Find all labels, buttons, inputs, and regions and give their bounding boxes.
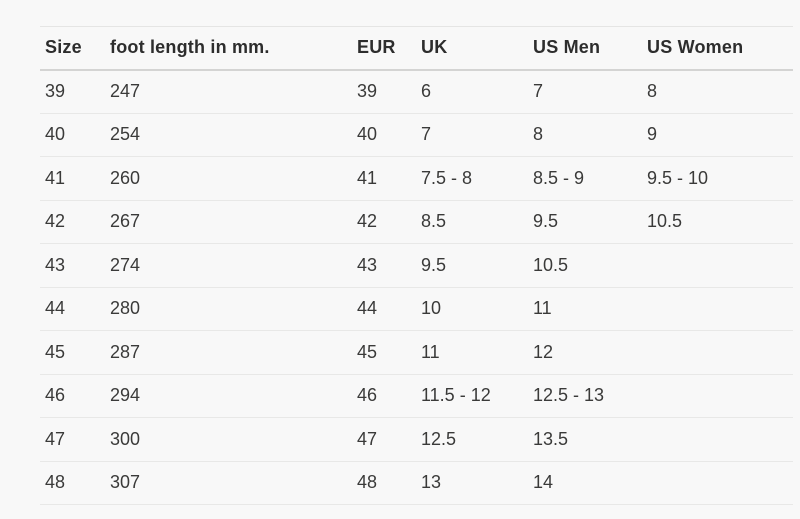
column-header-us-women: US Women xyxy=(642,26,793,71)
table-cell xyxy=(642,417,793,462)
table-cell: 247 xyxy=(105,69,352,114)
table-cell: 13.5 xyxy=(528,417,642,462)
table-cell: 44 xyxy=(40,287,105,331)
table-cell: 45 xyxy=(40,330,105,375)
table-cell: 42 xyxy=(352,200,416,244)
table-cell: 9.5 xyxy=(528,200,642,244)
column-header-size: Size xyxy=(40,26,105,71)
table-cell: 11 xyxy=(416,330,528,375)
table-cell: 46 xyxy=(352,374,416,418)
table-row: 39 247 39 6 7 8 xyxy=(40,69,793,114)
table-cell: 46 xyxy=(40,374,105,418)
table-cell: 260 xyxy=(105,156,352,201)
table-cell: 10.5 xyxy=(642,200,793,244)
table-cell: 42 xyxy=(40,200,105,244)
table-cell xyxy=(642,287,793,331)
column-header-uk: UK xyxy=(416,26,528,71)
table-row: 47 300 47 12.5 13.5 xyxy=(40,417,793,462)
table-cell: 47 xyxy=(352,417,416,462)
table-cell: 12.5 - 13 xyxy=(528,374,642,418)
table-cell xyxy=(642,243,793,288)
table-cell: 274 xyxy=(105,243,352,288)
table-row: 42 267 42 8.5 9.5 10.5 xyxy=(40,200,793,244)
table-row: 41 260 41 7.5 - 8 8.5 - 9 9.5 - 10 xyxy=(40,156,793,201)
table-cell: 9.5 xyxy=(416,243,528,288)
table-row: 45 287 45 11 12 xyxy=(40,330,793,375)
table-cell: 41 xyxy=(40,156,105,201)
table-cell: 44 xyxy=(352,287,416,331)
table-cell: 300 xyxy=(105,417,352,462)
table-cell: 287 xyxy=(105,330,352,375)
column-header-foot-length: foot length in mm. xyxy=(105,26,352,71)
header-row: Size foot length in mm. EUR UK US Men US… xyxy=(40,26,793,71)
table-cell xyxy=(642,461,793,505)
table-row: 40 254 40 7 8 9 xyxy=(40,113,793,157)
table-cell: 40 xyxy=(352,113,416,157)
table-cell: 40 xyxy=(40,113,105,157)
table-cell: 7.5 - 8 xyxy=(416,156,528,201)
table-cell: 43 xyxy=(40,243,105,288)
table-row: 46 294 46 11.5 - 12 12.5 - 13 xyxy=(40,374,793,418)
table-cell: 41 xyxy=(352,156,416,201)
table-cell: 294 xyxy=(105,374,352,418)
table-cell xyxy=(642,330,793,375)
size-chart-body: 39 247 39 6 7 8 40 254 40 7 8 9 41 260 41 7.5 - 8 8.5 - … xyxy=(40,69,793,505)
table-cell: 43 xyxy=(352,243,416,288)
table-cell: 8 xyxy=(528,113,642,157)
table-row: 48 307 48 13 14 xyxy=(40,461,793,505)
table-cell xyxy=(642,374,793,418)
table-cell: 45 xyxy=(352,330,416,375)
shoe-size-conversion-table: Size foot length in mm. EUR UK US Men US… xyxy=(40,26,793,505)
table-cell: 254 xyxy=(105,113,352,157)
table-cell: 12.5 xyxy=(416,417,528,462)
table-cell: 10.5 xyxy=(528,243,642,288)
table-cell: 280 xyxy=(105,287,352,331)
table-cell: 9.5 - 10 xyxy=(642,156,793,201)
table-cell: 39 xyxy=(352,69,416,114)
table-cell: 48 xyxy=(352,461,416,505)
table-cell: 12 xyxy=(528,330,642,375)
table-cell: 39 xyxy=(40,69,105,114)
table-cell: 8.5 xyxy=(416,200,528,244)
column-header-us-men: US Men xyxy=(528,26,642,71)
table-cell: 11 xyxy=(528,287,642,331)
size-chart: Size foot length in mm. EUR UK US Men US… xyxy=(40,26,793,505)
table-cell: 11.5 - 12 xyxy=(416,374,528,418)
table-row: 43 274 43 9.5 10.5 xyxy=(40,243,793,288)
table-cell: 267 xyxy=(105,200,352,244)
table-cell: 10 xyxy=(416,287,528,331)
table-cell: 8 xyxy=(642,69,793,114)
table-cell: 13 xyxy=(416,461,528,505)
table-cell: 7 xyxy=(416,113,528,157)
table-cell: 9 xyxy=(642,113,793,157)
table-cell: 8.5 - 9 xyxy=(528,156,642,201)
table-cell: 7 xyxy=(528,69,642,114)
table-row: 44 280 44 10 11 xyxy=(40,287,793,331)
table-cell: 48 xyxy=(40,461,105,505)
column-header-eur: EUR xyxy=(352,26,416,71)
table-cell: 307 xyxy=(105,461,352,505)
table-cell: 14 xyxy=(528,461,642,505)
table-cell: 47 xyxy=(40,417,105,462)
table-cell: 6 xyxy=(416,69,528,114)
